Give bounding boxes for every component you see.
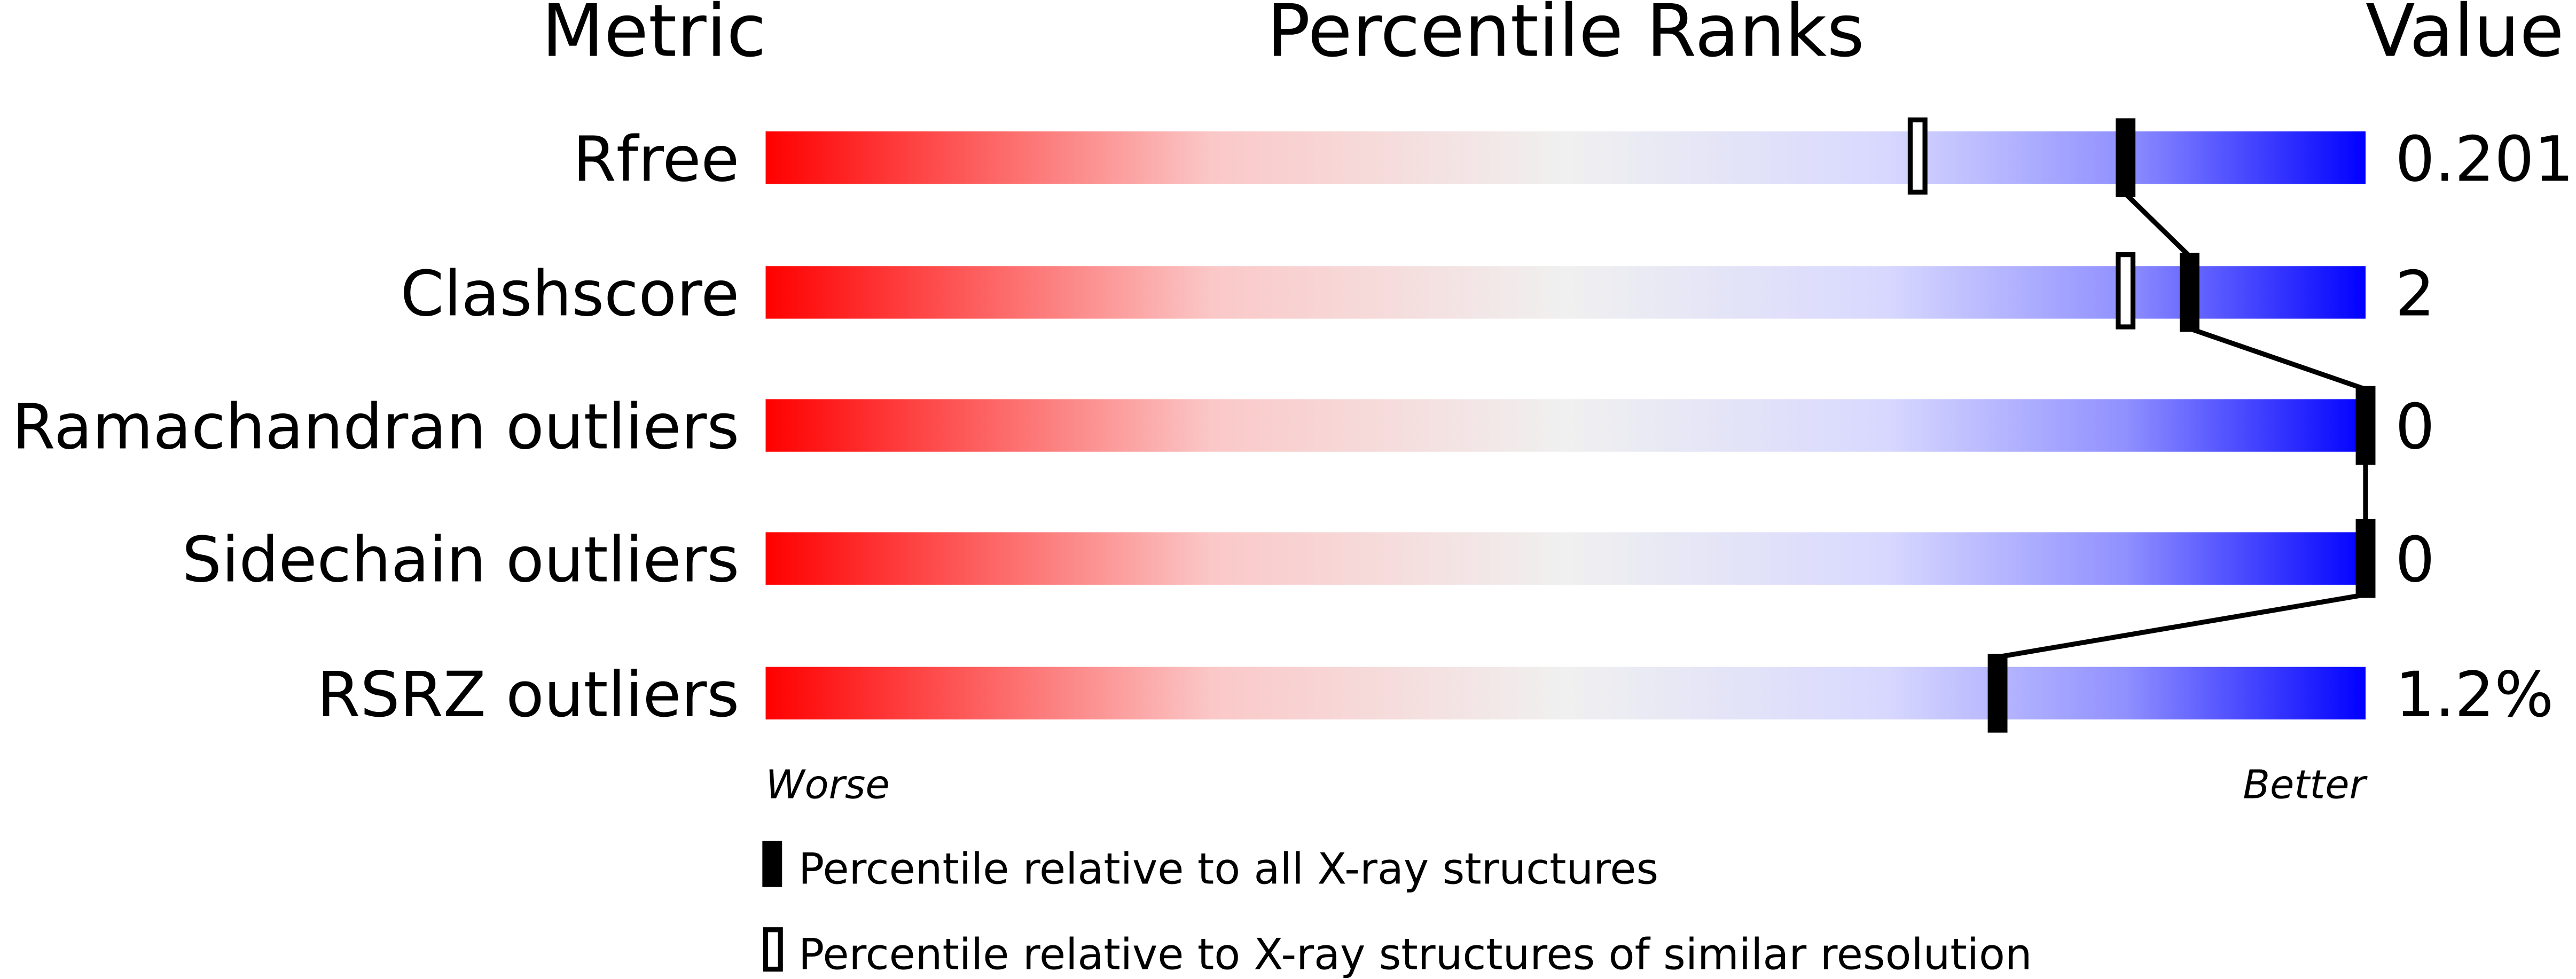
marker-all-structures — [2180, 253, 2199, 332]
axis-label-better: Better — [2243, 762, 2368, 808]
metric-value: 0 — [2395, 391, 2434, 464]
header-value: Value — [2366, 0, 2564, 73]
metric-label: Clashscore — [401, 257, 740, 330]
metric-label: RSRZ outliers — [317, 659, 739, 731]
marker-all-structures — [1987, 654, 2008, 733]
marker-all-structures — [2355, 386, 2376, 465]
connector-line — [2189, 326, 2367, 392]
legend-label-similar: Percentile relative to X-ray structures … — [798, 930, 2032, 979]
legend-filled-marker — [762, 841, 782, 887]
connector-line — [2124, 192, 2191, 259]
percentile-bar — [765, 399, 2366, 452]
legend-open-marker — [763, 927, 783, 972]
marker-all-structures — [2116, 118, 2136, 198]
marker-similar-resolution — [2116, 252, 2136, 330]
metric-value: 1.2% — [2395, 659, 2554, 731]
metric-label: Sidechain outliers — [182, 524, 739, 597]
percentile-bar — [765, 532, 2366, 585]
marker-similar-resolution — [1907, 117, 1928, 195]
header-percentile-ranks: Percentile Ranks — [1267, 0, 1865, 73]
axis-label-worse: Worse — [765, 762, 889, 808]
header-metric: Metric — [542, 0, 766, 73]
metric-value: 0 — [2395, 524, 2434, 597]
metric-value: 2 — [2395, 257, 2434, 330]
marker-all-structures — [2355, 519, 2376, 598]
connector-line — [1997, 592, 2366, 660]
percentile-bar — [765, 131, 2366, 184]
legend-label-all: Percentile relative to all X-ray structu… — [798, 844, 1658, 894]
percentile-bar — [765, 266, 2366, 319]
metric-label: Rfree — [573, 123, 740, 195]
metric-value: 0.201 — [2395, 123, 2574, 195]
percentile-bar — [765, 667, 2366, 720]
metric-label: Ramachandran outliers — [12, 391, 739, 464]
